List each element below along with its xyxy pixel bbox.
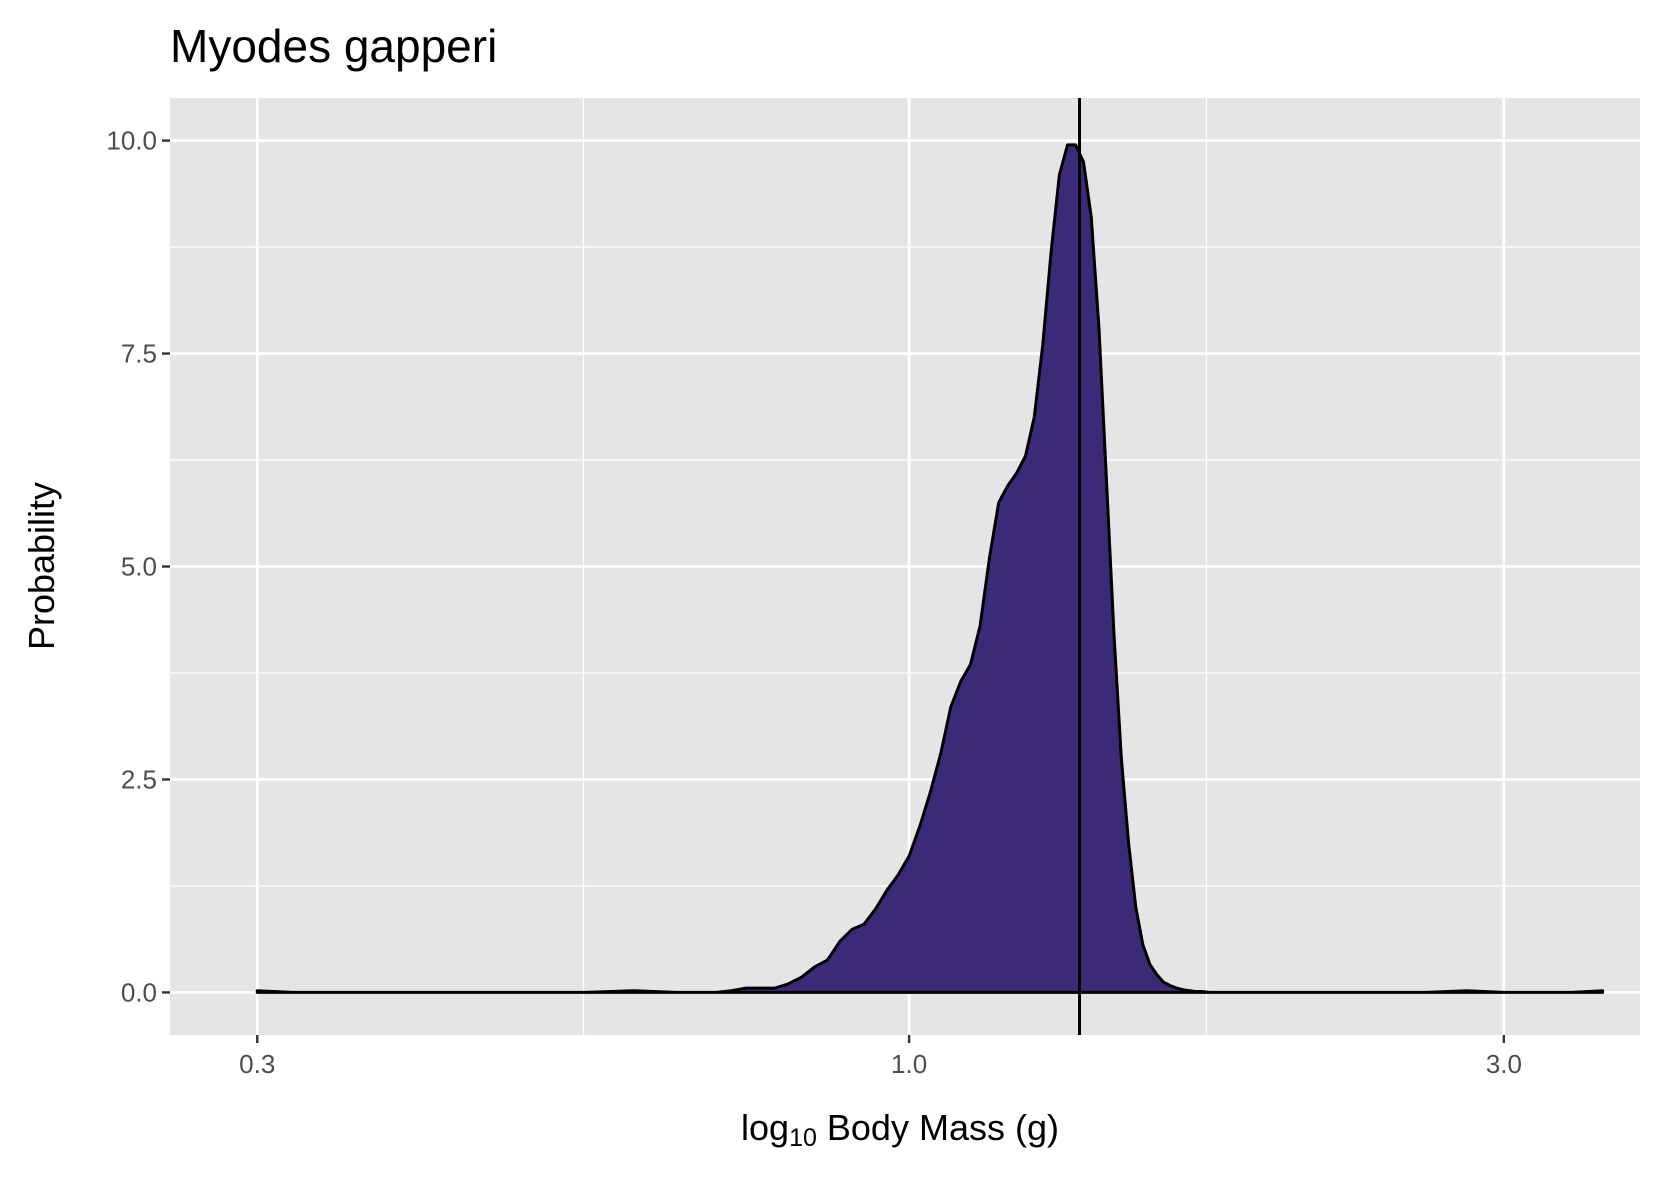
y-tick-label: 7.5 bbox=[121, 339, 157, 369]
x-axis: 0.3 1.0 3.0 bbox=[239, 1035, 1522, 1079]
plot-title: Myodes gapperi bbox=[170, 20, 497, 72]
y-tick-label: 5.0 bbox=[121, 552, 157, 582]
y-axis: 0.0 2.5 5.0 7.5 10.0 bbox=[106, 126, 170, 1007]
x-tick-label: 1.0 bbox=[891, 1049, 927, 1079]
y-tick-label: 10.0 bbox=[106, 126, 157, 156]
x-axis-title: log10 Body Mass (g) bbox=[741, 1107, 1059, 1152]
density-area bbox=[255, 143, 1605, 994]
x-tick-label: 0.3 bbox=[239, 1049, 275, 1079]
y-tick-label: 0.0 bbox=[121, 977, 157, 1007]
y-axis-title: Probability bbox=[21, 482, 62, 650]
x-tick-label: 3.0 bbox=[1486, 1049, 1522, 1079]
y-tick-label: 2.5 bbox=[121, 764, 157, 794]
